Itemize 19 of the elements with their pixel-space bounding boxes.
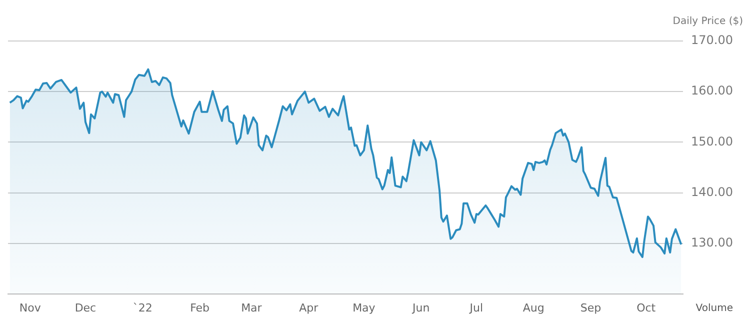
x-tick-label: Jun xyxy=(412,301,430,314)
x-tick-label: `22 xyxy=(132,301,152,314)
x-tick-label: Oct xyxy=(636,301,656,314)
y-tick-label: 140.00 xyxy=(691,184,733,199)
y-tick-label: 160.00 xyxy=(691,84,733,98)
y-axis-title: Daily Price ($) xyxy=(672,16,743,27)
x-tick-label: Aug xyxy=(522,301,544,314)
x-tick-label: Mar xyxy=(241,301,262,314)
y-tick-label: 150.00 xyxy=(691,134,733,148)
x-tick-label: May xyxy=(352,301,376,314)
x-tick-label: Feb xyxy=(190,301,210,314)
x-tick-label: Jul xyxy=(468,301,484,314)
text: Volume xyxy=(696,303,733,314)
y-tick-label: 170.00 xyxy=(691,33,733,48)
x-tick-label: Dec xyxy=(74,301,96,314)
y-tick-label: 130.00 xyxy=(691,236,733,250)
x-tick-label: Apr xyxy=(299,301,319,314)
x-tick-label: Sep xyxy=(580,301,602,314)
x-tick-label: Nov xyxy=(19,301,42,314)
